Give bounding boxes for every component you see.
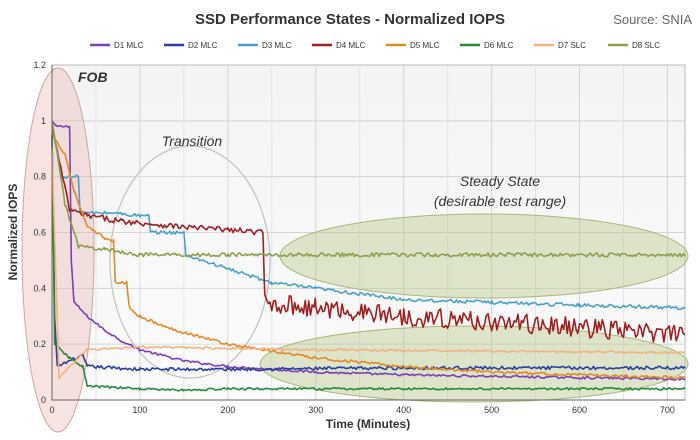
x-tick-label: 700 (660, 405, 675, 415)
x-axis-label: Time (Minutes) (326, 417, 410, 431)
fob-ellipse (21, 67, 95, 433)
series-line-d5-mlc (51, 134, 686, 380)
legend-label: D4 MLC (336, 41, 366, 50)
y-axis-label: Normalized IOPS (6, 184, 20, 281)
y-tick-label: 0 (41, 395, 46, 405)
legend-label: D7 SLC (558, 41, 586, 50)
x-tick-label: 200 (220, 405, 235, 415)
series-line-d3-mlc (51, 120, 686, 311)
x-tick-label: 0 (49, 405, 54, 415)
legend-label: D5 MLC (410, 41, 440, 50)
chart-source: Source: SNIA (613, 12, 692, 27)
annotation-steady-state: Steady State (460, 173, 540, 189)
annotation-transition: Transition (162, 133, 223, 149)
axes: 0 100 200 300 400 500 600 700 0 0.2 0.4 0.6 0.8 1 1.2 (33, 60, 685, 415)
chart-title: SSD Performance States - Normalized IOPS (195, 11, 505, 28)
legend-label: D6 MLC (484, 41, 514, 50)
legend-label: D1 MLC (114, 41, 144, 50)
annotation-fob: FOB (78, 69, 108, 85)
y-tick-label: 0.4 (33, 283, 46, 293)
series-line-d7-slc (51, 148, 686, 380)
y-tick-label: 0.2 (33, 339, 46, 349)
x-tick-label: 100 (132, 405, 147, 415)
y-tick-label: 0.6 (33, 228, 46, 238)
series-line-d8-slc (51, 120, 686, 258)
legend-label: D8 SLC (632, 41, 660, 50)
x-tick-label: 600 (572, 405, 587, 415)
legend-label: D3 MLC (262, 41, 292, 50)
steady-state-ellipse-lower (259, 325, 689, 403)
y-tick-label: 1.2 (33, 60, 46, 70)
y-tick-label: 1 (41, 116, 46, 126)
legend-label: D2 MLC (188, 41, 218, 50)
x-tick-label: 500 (484, 405, 499, 415)
annotation-steady-range: (desirable test range) (434, 193, 566, 209)
series-line-d1-mlc (51, 120, 686, 381)
series-layer (51, 120, 686, 392)
series-line-d6-mlc (51, 134, 686, 392)
x-tick-label: 300 (308, 405, 323, 415)
transition-ellipse (109, 145, 271, 379)
series-line-d4-mlc (51, 126, 686, 343)
series-line-d2-mlc (51, 134, 686, 372)
legend: D1 MLC D2 MLC D3 MLC D4 MLC D5 MLC D6 MLC D7 S… (90, 41, 660, 50)
y-tick-label: 0.8 (33, 172, 46, 182)
x-tick-label: 400 (396, 405, 411, 415)
